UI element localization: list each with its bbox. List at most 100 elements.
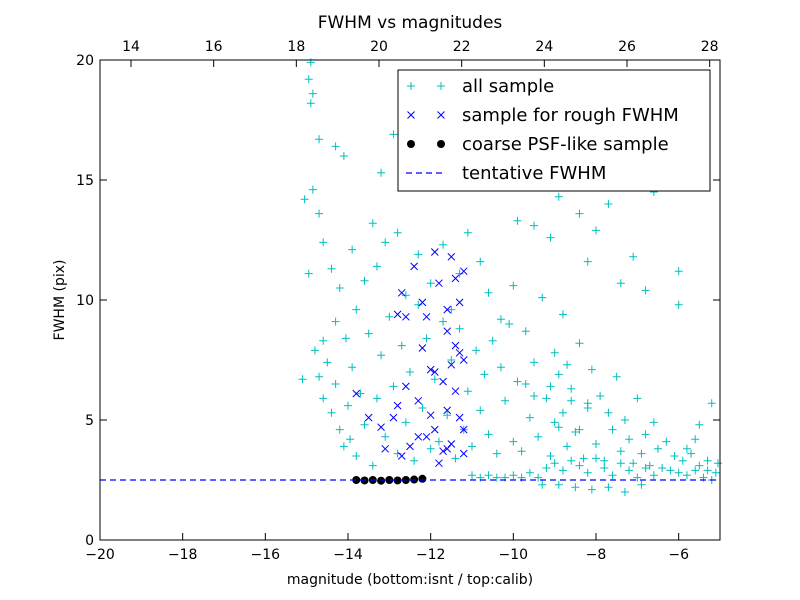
top-x-tick-label: 14 <box>122 39 140 55</box>
all-sample-point <box>509 437 518 446</box>
all-sample-point <box>377 351 386 360</box>
all-sample-point <box>327 408 336 417</box>
y-tick-label: 15 <box>76 173 94 189</box>
all-sample-point <box>674 468 683 477</box>
legend-box <box>397 69 711 192</box>
rough-fwhm-point <box>377 423 385 432</box>
all-sample-point <box>604 408 613 417</box>
all-sample-point <box>304 75 313 84</box>
all-sample-point <box>406 368 414 376</box>
rough-fwhm-point <box>402 312 410 321</box>
all-sample-point <box>389 382 398 391</box>
all-sample-point <box>687 449 696 458</box>
rough-fwhm-point <box>406 442 414 451</box>
all-sample-point <box>546 452 555 460</box>
all-sample-point <box>319 336 328 345</box>
all-sample-point <box>616 279 625 288</box>
all-sample-point <box>517 447 526 456</box>
all-sample-point <box>579 454 588 463</box>
all-sample-point <box>658 464 667 472</box>
all-sample-point <box>620 416 629 424</box>
all-sample-point <box>331 142 340 151</box>
all-sample-point <box>538 293 547 302</box>
all-sample-point <box>513 216 522 225</box>
all-sample-point <box>649 471 658 480</box>
all-sample-point <box>381 238 390 247</box>
all-sample-point <box>538 480 547 489</box>
rough-fwhm-point <box>447 360 456 369</box>
all-sample-point <box>492 449 501 458</box>
rough-fwhm-point <box>418 298 427 307</box>
all-sample-point <box>397 341 406 350</box>
all-sample-point <box>633 394 642 403</box>
all-sample-point <box>315 372 324 381</box>
all-sample-point <box>521 327 530 336</box>
all-sample-point <box>377 168 386 177</box>
rough-fwhm-point <box>459 449 468 458</box>
all-sample-point <box>335 284 344 292</box>
all-sample-point <box>455 269 464 278</box>
all-sample-point <box>339 152 348 160</box>
all-sample-point <box>298 375 307 384</box>
all-sample-point <box>468 442 476 451</box>
all-sample-point <box>662 437 671 446</box>
all-sample-point <box>319 394 328 403</box>
all-sample-point <box>426 279 435 288</box>
all-sample-point <box>360 420 369 429</box>
top-x-tick-label: 20 <box>370 39 388 55</box>
all-sample-point <box>546 233 555 242</box>
all-sample-point <box>554 423 563 432</box>
top-x-tick-label: 26 <box>618 39 636 55</box>
rough-fwhm-point <box>455 413 464 422</box>
all-sample-point <box>571 428 580 436</box>
all-sample-point <box>600 456 609 465</box>
psf-like-point <box>352 476 361 484</box>
all-sample-point <box>348 245 357 254</box>
x-tick-label: −8 <box>586 547 607 563</box>
all-sample-point <box>352 305 361 314</box>
all-sample-point <box>447 305 456 314</box>
all-sample-point <box>484 471 493 480</box>
all-sample-point <box>372 394 381 403</box>
top-x-tick-label: 18 <box>287 39 305 55</box>
x-tick-label: −20 <box>85 547 115 563</box>
all-sample-point <box>422 334 431 343</box>
all-sample-point <box>534 473 543 482</box>
legend-marker-sample-for-rough-fwhm <box>407 111 415 119</box>
all-sample-point <box>567 456 576 465</box>
rough-fwhm-point <box>397 288 406 297</box>
rough-fwhm-point <box>426 365 435 374</box>
y-tick-label: 20 <box>76 53 94 69</box>
rough-fwhm-point <box>418 344 427 352</box>
all-sample-point <box>616 459 625 468</box>
all-sample-point <box>645 461 654 470</box>
x-tick-label: −16 <box>251 547 281 563</box>
top-x-tick-label: 16 <box>205 39 223 55</box>
all-sample-point <box>360 276 369 285</box>
all-sample-point <box>430 375 439 384</box>
all-sample-point <box>637 449 646 458</box>
all-sample-point <box>331 317 340 326</box>
all-sample-point <box>368 461 377 470</box>
legend-marker-all-sample <box>407 82 415 90</box>
series-all-sample <box>298 58 722 496</box>
rough-fwhm-point <box>414 396 423 405</box>
all-sample-point <box>525 413 534 422</box>
rough-fwhm-point <box>459 356 468 364</box>
legend: all sample sample for rough FWHM coarse PS… <box>397 69 711 192</box>
rough-fwhm-point <box>422 312 431 321</box>
all-sample-point <box>331 380 340 388</box>
all-sample-point <box>414 250 423 259</box>
all-sample-point <box>501 396 510 405</box>
all-sample-point <box>575 461 584 470</box>
all-sample-point <box>542 394 551 403</box>
top-x-tick-label: 22 <box>453 39 471 55</box>
all-sample-point <box>393 449 402 458</box>
all-sample-point <box>629 459 638 468</box>
all-sample-point <box>563 360 572 369</box>
all-sample-point <box>476 406 485 415</box>
rough-fwhm-point <box>455 348 464 357</box>
all-sample-point <box>713 459 722 468</box>
all-sample-point <box>488 336 497 345</box>
x-tick-label: −6 <box>668 547 689 563</box>
